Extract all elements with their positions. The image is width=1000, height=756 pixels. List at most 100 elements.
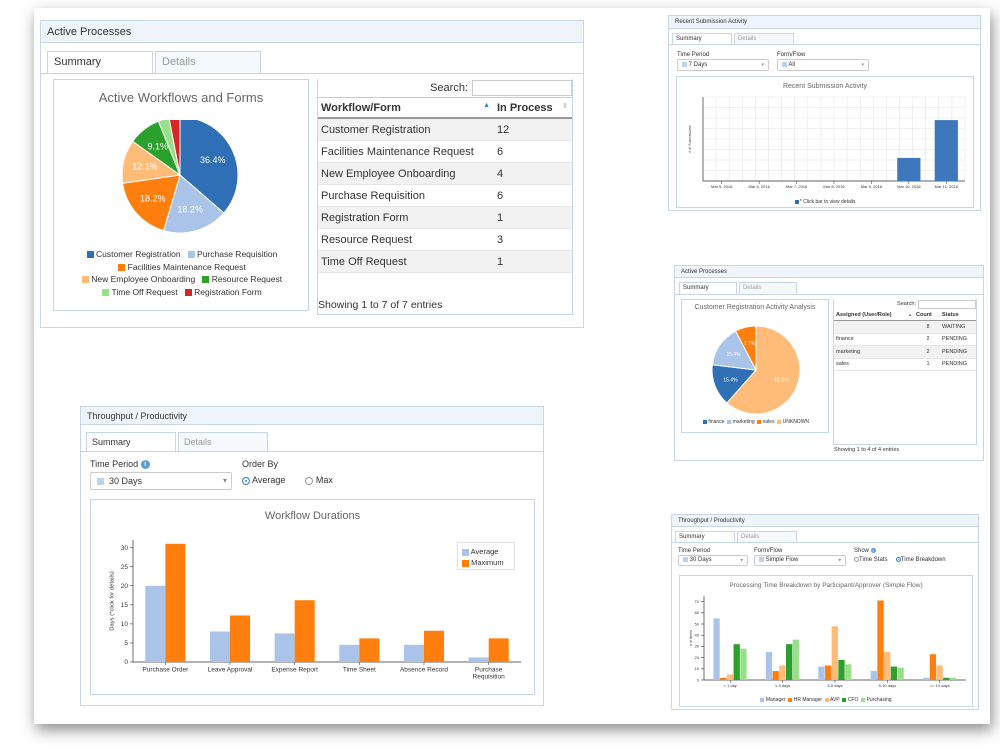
legend-item[interactable]: CFO — [842, 697, 858, 703]
legend-item[interactable]: Purchasing — [861, 697, 892, 703]
tab-details[interactable]: Details — [739, 282, 797, 294]
legend-item[interactable]: Manager — [760, 697, 786, 703]
bar[interactable] — [929, 654, 937, 680]
bar[interactable] — [923, 677, 930, 680]
legend-item[interactable]: AVP — [824, 697, 840, 703]
legend-item[interactable]: Registration Form — [184, 287, 262, 297]
bar[interactable] — [720, 677, 727, 680]
radio-max[interactable]: Max — [305, 475, 333, 485]
tab-details[interactable]: Details — [155, 51, 261, 73]
customer-registration-pie-chart[interactable]: 61.5%15.4%15.4%7.7% — [682, 316, 830, 416]
workflows-pie-chart[interactable]: 36.4% 18.2% 18.2% 12.1% 9.1% — [54, 120, 310, 250]
legend-item[interactable]: finance — [702, 419, 724, 425]
tab-summary[interactable]: Summary — [47, 51, 153, 73]
bar[interactable] — [818, 666, 825, 680]
legend-item[interactable]: sales — [757, 419, 774, 425]
table-row[interactable]: Purchase Requisition 6 — [318, 185, 572, 207]
pie-slice[interactable] — [168, 120, 181, 176]
table-row[interactable]: 8 WAITING — [834, 321, 976, 334]
info-icon[interactable]: i — [140, 460, 150, 470]
bar[interactable] — [424, 630, 445, 662]
pie-slice[interactable] — [122, 174, 181, 232]
submission-bar-chart[interactable]: # of Submissions Mar 5, 2016 Mar 6, 2016 Ma… — [677, 93, 973, 205]
table-row[interactable]: Facilities Maintenance Request 6 — [318, 141, 572, 163]
legend-item[interactable]: New Employee Onboarding — [81, 274, 195, 284]
legend-item[interactable]: Purchase Requisition — [187, 249, 277, 259]
table-row[interactable]: Time Off Request 1 — [318, 251, 572, 273]
col-header-inprocess[interactable]: In Process ⇕ — [497, 101, 568, 114]
bar[interactable] — [230, 615, 251, 662]
bar[interactable] — [726, 674, 734, 680]
legend-item[interactable]: Time Off Request — [102, 287, 178, 297]
bar[interactable] — [733, 644, 740, 680]
tab-details[interactable]: Details — [734, 33, 794, 44]
time-period-select[interactable]: 30 Days ▾ — [678, 555, 748, 566]
bar[interactable] — [870, 671, 877, 680]
bar[interactable] — [890, 666, 898, 680]
bar[interactable] — [713, 618, 720, 680]
workflow-durations-bar-chart[interactable]: 0 5 10 15 20 25 30 Days (*click for details) Pur… — [91, 526, 534, 696]
table-row[interactable]: sales 1 PENDING — [834, 359, 976, 371]
tab-summary[interactable]: Summary — [679, 282, 737, 294]
search-input[interactable] — [472, 80, 572, 96]
bar[interactable] — [792, 639, 799, 680]
bar[interactable] — [897, 667, 904, 680]
tab-summary[interactable]: Summary — [86, 432, 176, 451]
legend-item[interactable]: Maximum — [462, 557, 510, 568]
legend-item[interactable]: Customer Registration — [86, 249, 181, 259]
pie-slice[interactable] — [157, 120, 181, 176]
bar[interactable] — [145, 585, 166, 662]
tab-details[interactable]: Details — [737, 531, 797, 542]
pie-slice[interactable] — [726, 325, 801, 415]
bar[interactable] — [468, 657, 489, 662]
pie-slice[interactable] — [734, 325, 757, 371]
table-row[interactable]: Customer Registration 12 — [318, 119, 572, 141]
pie-slice[interactable] — [163, 174, 225, 234]
bar[interactable] — [845, 664, 852, 680]
bar[interactable] — [949, 677, 957, 680]
tab-summary[interactable]: Summary — [672, 33, 732, 44]
form-flow-select[interactable]: All ▾ — [777, 59, 869, 71]
bar[interactable] — [165, 543, 186, 662]
bar[interactable] — [884, 652, 891, 680]
bar[interactable] — [831, 626, 838, 680]
bar[interactable] — [403, 644, 424, 662]
legend-item[interactable]: Facilities Maintenance Request — [118, 262, 246, 272]
col-header-workflow[interactable]: Workflow/Form ▲ — [321, 101, 490, 114]
radio-average[interactable]: Average — [242, 475, 285, 485]
bar[interactable] — [785, 644, 793, 680]
bar[interactable] — [294, 600, 315, 662]
processing-time-bar-chart[interactable]: 0 10 20 30 40 50 60 70 # of Items < 1 day 1-3 days… — [680, 590, 972, 702]
bar[interactable] — [772, 671, 779, 680]
bar[interactable] — [838, 659, 845, 680]
bar[interactable] — [779, 665, 786, 680]
bar[interactable] — [765, 652, 773, 680]
bar[interactable] — [209, 631, 230, 663]
bar[interactable] — [488, 638, 509, 662]
tab-details[interactable]: Details — [178, 432, 268, 451]
time-period-select[interactable]: 7 Days ▾ — [677, 59, 769, 71]
radio-time-breakdown[interactable]: Time Breakdown — [895, 557, 946, 563]
col-header-status[interactable]: Status — [942, 311, 959, 318]
bar[interactable] — [877, 600, 884, 680]
bar[interactable] — [339, 644, 360, 662]
table-row[interactable]: Registration Form 1 — [318, 207, 572, 229]
legend-item[interactable]: UNKNOWN — [777, 419, 809, 425]
bar[interactable] — [943, 677, 950, 680]
bar[interactable] — [934, 120, 958, 181]
legend-item[interactable]: Average — [462, 546, 510, 557]
bar[interactable] — [740, 648, 747, 680]
pie-slice[interactable] — [179, 120, 239, 214]
search-input[interactable] — [918, 299, 976, 309]
table-row[interactable]: New Employee Onboarding 4 — [318, 163, 572, 185]
form-flow-select[interactable]: Simple Flow ▾ — [754, 555, 846, 566]
bar[interactable] — [274, 633, 295, 662]
legend-item[interactable]: HR Manager — [788, 697, 822, 703]
legend-item[interactable]: Resource Request — [202, 274, 282, 284]
tab-summary[interactable]: Summary — [675, 531, 735, 542]
bar[interactable] — [359, 638, 380, 662]
bar[interactable] — [824, 665, 832, 680]
time-period-select[interactable]: 30 Days ▾ — [90, 472, 232, 491]
info-icon[interactable]: i — [870, 548, 876, 553]
table-row[interactable]: finance 2 PENDING — [834, 334, 976, 346]
